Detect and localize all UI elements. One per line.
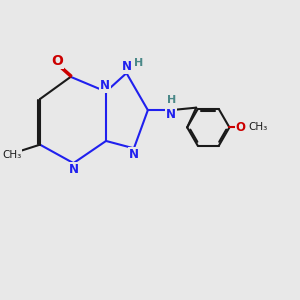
- Text: N: N: [166, 108, 176, 121]
- Text: N: N: [100, 79, 110, 92]
- Text: CH₃: CH₃: [248, 122, 267, 132]
- Text: N: N: [129, 148, 139, 161]
- Text: O: O: [51, 54, 63, 68]
- Text: CH₃: CH₃: [2, 150, 21, 160]
- Text: N: N: [68, 163, 79, 176]
- Text: H: H: [167, 95, 176, 105]
- Text: O: O: [236, 121, 245, 134]
- Text: H: H: [134, 58, 143, 68]
- Text: N: N: [122, 60, 131, 73]
